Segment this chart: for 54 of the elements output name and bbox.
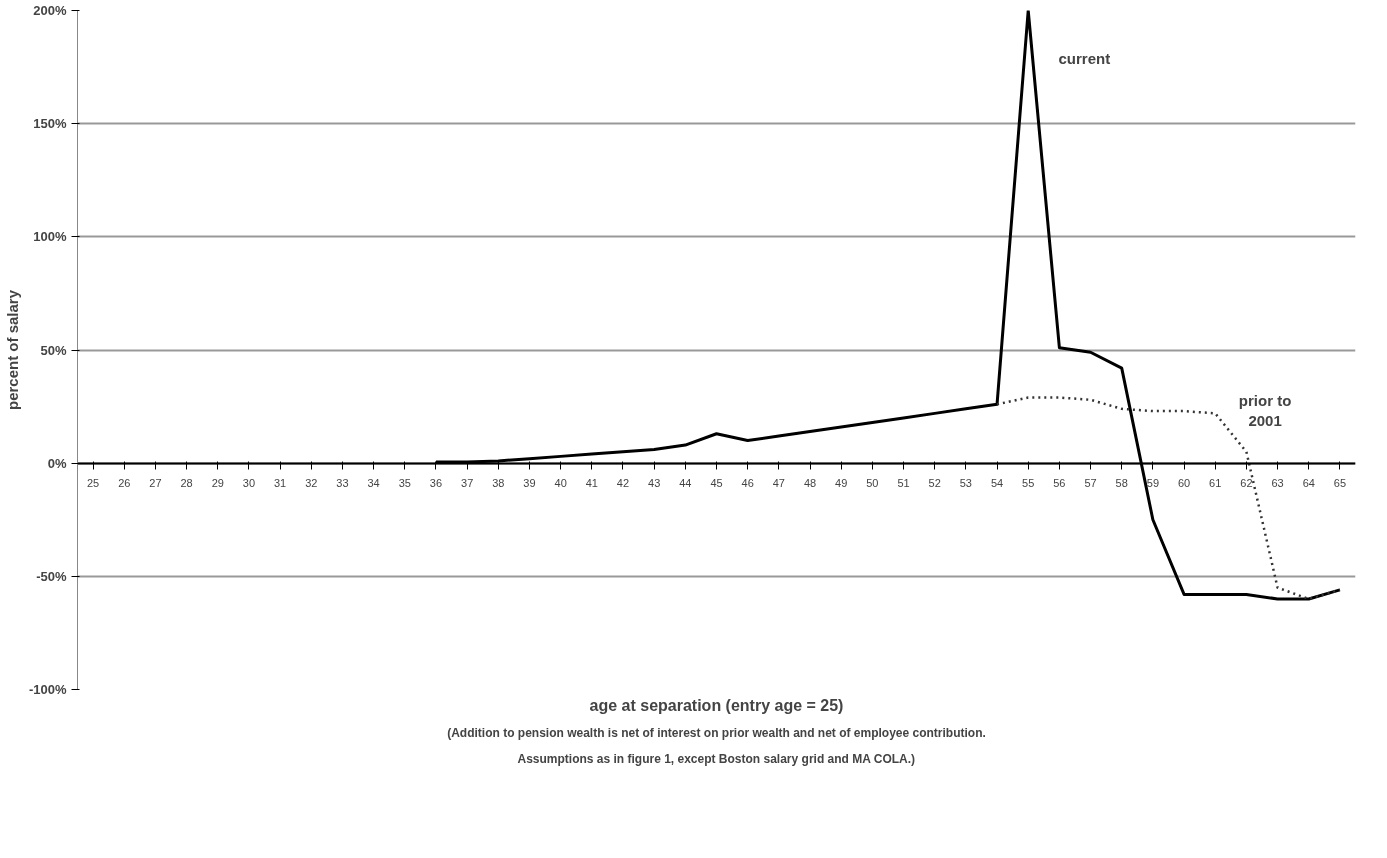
x-tick-label: 26 <box>118 477 131 490</box>
x-axis-title: age at separation (entry age = 25) <box>589 696 844 714</box>
x-tick-label: 43 <box>648 477 661 490</box>
x-tick-label: 25 <box>86 477 100 490</box>
x-tick-label: 38 <box>492 477 505 490</box>
x-tick-label: 40 <box>554 477 567 490</box>
x-tick-label: 31 <box>273 477 287 490</box>
x-tick-label: 33 <box>336 477 349 490</box>
x-tick-label: 49 <box>835 477 848 490</box>
y-tick-label: 200% <box>33 3 67 18</box>
x-tick-label: 50 <box>866 477 879 490</box>
x-tick-label: 34 <box>367 477 380 490</box>
x-tick-label: 63 <box>1271 477 1284 490</box>
y-axis-title: percent of salary <box>3 289 21 411</box>
y-tick-label: 100% <box>33 229 67 245</box>
x-tick-label: 28 <box>180 477 193 490</box>
x-tick-label: 30 <box>242 477 256 490</box>
x-tick-label: 61 <box>1209 477 1222 490</box>
x-tick-label: 48 <box>803 477 817 490</box>
x-tick-label: 53 <box>959 477 972 490</box>
x-tick-label: 59 <box>1146 477 1160 490</box>
x-tick-label: 54 <box>990 477 1004 490</box>
y-tick-label: 50% <box>40 342 67 358</box>
y-tick-label: 150% <box>33 116 67 132</box>
x-tick-label: 29 <box>211 477 224 490</box>
x-tick-label: 41 <box>585 477 598 490</box>
x-tick-label: 35 <box>398 477 411 490</box>
x-tick-label: 57 <box>1084 477 1097 490</box>
x-tick-label: 64 <box>1302 477 1315 490</box>
x-tick-label: 60 <box>1177 477 1191 490</box>
x-tick-label: 52 <box>928 477 941 490</box>
x-tick-label: 27 <box>149 477 162 490</box>
series-label: prior to 2001 <box>1238 391 1292 430</box>
x-tick-label: 51 <box>897 477 910 490</box>
x-tick-label: 32 <box>305 477 318 490</box>
x-tick-label: 39 <box>523 477 536 490</box>
y-tick-label: -50% <box>36 568 67 584</box>
series-label: current <box>1058 50 1111 68</box>
x-tick-label: 44 <box>679 477 692 490</box>
x-tick-label: 46 <box>741 477 754 490</box>
x-tick-label: 47 <box>772 477 785 490</box>
x-tick-label: 45 <box>710 477 723 490</box>
y-tick-label: 0% <box>47 455 67 471</box>
x-tick-label: 65 <box>1333 477 1347 490</box>
x-tick-label: 58 <box>1115 477 1128 490</box>
x-tick-label: 36 <box>429 477 443 490</box>
text: Assumptions as in figure 1, except Boston salary grid and MA COLA.) <box>517 751 916 766</box>
x-tick-label: 55 <box>1022 477 1035 490</box>
x-tick-label: 56 <box>1053 477 1066 490</box>
x-tick-label: 62 <box>1240 477 1253 490</box>
x-tick-label: 37 <box>461 477 474 490</box>
x-tick-label: 42 <box>616 477 630 490</box>
y-tick-label: -100% <box>28 682 67 697</box>
text: (Addition to pension wealth is net of interest on prior wealth and net of employee contribution. <box>447 725 986 740</box>
